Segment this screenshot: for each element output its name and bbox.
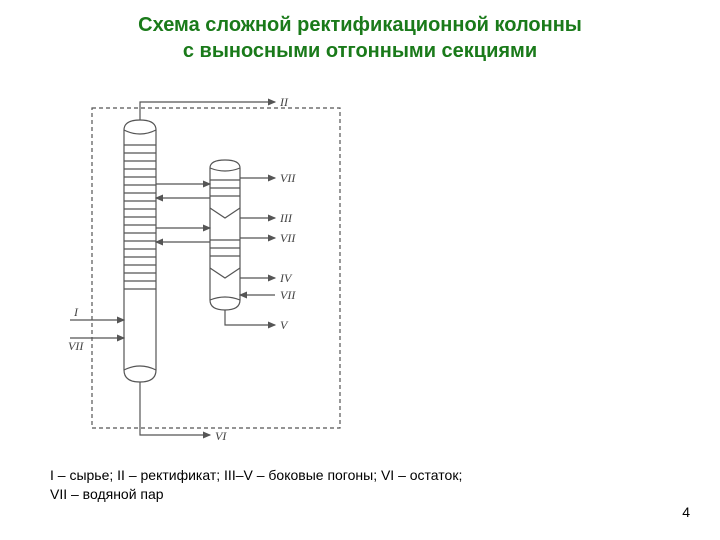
title-line-1: Схема сложной ректификационной колонны [0, 12, 720, 38]
diagram: II VII III VII IV VII V I VII VI [60, 90, 380, 450]
title-line-2: с выносными отгонными секциями [0, 38, 720, 64]
label-VII-3: VII [280, 288, 296, 302]
caption: I – сырье; II – ректификат; III–V – боко… [50, 466, 462, 505]
label-VII-4: VII [68, 339, 84, 353]
caption-line-2: VII – водяной пар [50, 485, 462, 505]
label-II: II [279, 95, 289, 109]
label-IV: IV [279, 271, 293, 285]
label-III: III [279, 211, 293, 225]
label-I: I [73, 305, 79, 319]
label-V: V [280, 318, 289, 332]
slide-title: Схема сложной ректификационной колонны с… [0, 0, 720, 64]
page-number: 4 [682, 504, 690, 520]
label-VII-1: VII [280, 171, 296, 185]
label-VI: VI [215, 429, 227, 443]
caption-line-1: I – сырье; II – ректификат; III–V – боко… [50, 466, 462, 486]
label-VII-2: VII [280, 231, 296, 245]
